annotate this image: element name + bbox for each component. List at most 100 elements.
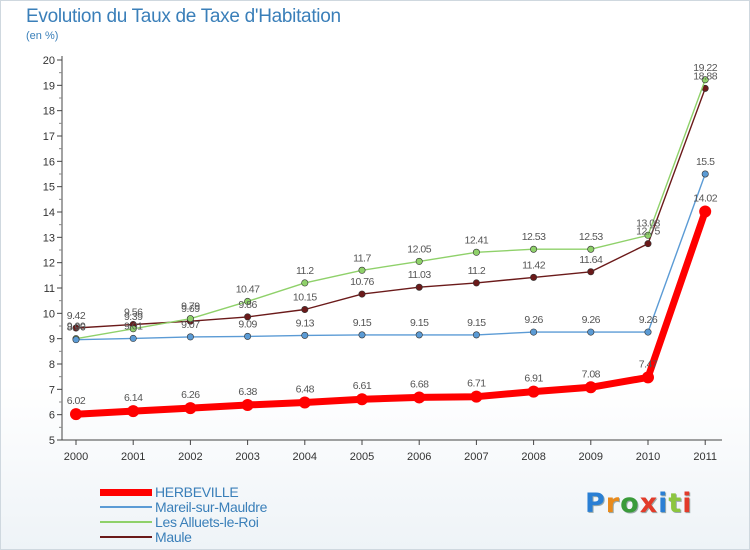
data-label: 9.42 <box>67 310 86 322</box>
x-tick-label: 2008 <box>521 451 545 463</box>
y-tick-label: 16 <box>43 156 55 168</box>
data-point <box>72 336 80 344</box>
data-point <box>587 268 595 276</box>
data-point <box>129 325 137 333</box>
x-tick-label: 2001 <box>121 451 145 463</box>
data-label: 12.75 <box>636 226 660 238</box>
legend-swatch <box>100 488 152 496</box>
data-label: 9.26 <box>639 314 658 326</box>
data-point <box>644 328 652 336</box>
data-point <box>584 381 597 394</box>
data-point <box>642 371 654 384</box>
data-label: 12.53 <box>522 231 546 243</box>
data-point <box>470 390 483 403</box>
data-label: 6.61 <box>353 380 372 392</box>
series-line-2 <box>75 79 706 340</box>
data-label: 7.08 <box>582 368 601 380</box>
data-point <box>301 279 309 287</box>
data-label: 8.96 <box>67 322 86 334</box>
legend-swatch <box>100 506 152 508</box>
chart-subtitle: (en %) <box>26 30 59 42</box>
data-point <box>701 76 709 84</box>
y-tick-label: 13 <box>43 232 55 244</box>
data-point <box>699 205 712 218</box>
y-tick-label: 5 <box>49 435 55 447</box>
data-point <box>184 402 197 415</box>
data-point <box>415 257 423 265</box>
x-tick-label: 2011 <box>693 451 717 463</box>
data-label: 13.08 <box>636 217 660 229</box>
data-label: 6.68 <box>410 378 429 390</box>
data-point <box>72 324 80 332</box>
y-tick-label: 9 <box>49 334 55 346</box>
data-point <box>241 399 254 412</box>
data-label: 9.15 <box>467 317 486 329</box>
data-label: 11.64 <box>579 254 603 266</box>
data-label: 15.5 <box>696 156 715 168</box>
data-point <box>472 248 480 256</box>
data-label: 19.22 <box>693 62 717 74</box>
data-label: 6.26 <box>181 389 200 401</box>
legend-label: Mareil-sur-Mauldre <box>155 499 268 515</box>
data-label: 10.15 <box>293 292 317 304</box>
data-point <box>472 279 480 287</box>
data-point <box>415 331 423 339</box>
data-point <box>358 331 366 339</box>
data-point <box>186 315 194 323</box>
data-point <box>301 331 309 339</box>
y-tick-label: 10 <box>43 308 55 320</box>
data-label: 11.2 <box>296 265 314 277</box>
y-tick-label: 11 <box>44 283 55 295</box>
data-label: 9.13 <box>296 317 315 329</box>
data-point <box>186 333 194 341</box>
data-label: 12.53 <box>579 231 603 243</box>
data-point <box>413 391 426 404</box>
data-label: 9.00 <box>67 321 86 333</box>
data-point <box>129 334 137 342</box>
x-tick-label: 2006 <box>407 451 431 463</box>
legend-label: Les Alluets-le-Roi <box>155 514 259 530</box>
y-tick-label: 8 <box>49 359 55 371</box>
data-point <box>527 385 540 398</box>
data-point <box>530 273 538 281</box>
data-label: 9.01 <box>124 320 143 332</box>
data-label: 7.47 <box>639 358 658 370</box>
data-point <box>587 328 595 336</box>
legend-label: HERBEVILLE <box>155 484 239 500</box>
data-point <box>530 245 538 253</box>
data-point <box>644 240 652 248</box>
proxiti-logo: Proxiti <box>585 488 693 519</box>
data-label: 10.76 <box>350 276 374 288</box>
x-tick-label: 2002 <box>178 451 202 463</box>
series-line-1 <box>75 173 706 341</box>
y-tick-label: 12 <box>43 258 55 270</box>
series-line-3 <box>75 87 706 329</box>
data-label: 11.7 <box>353 252 371 264</box>
y-tick-label: 6 <box>49 410 55 422</box>
data-label: 6.02 <box>67 395 86 407</box>
data-label: 9.69 <box>181 303 200 315</box>
data-label: 11.03 <box>408 269 432 281</box>
data-point <box>127 405 140 418</box>
x-tick-label: 2003 <box>235 451 259 463</box>
data-label: 18.88 <box>693 70 717 82</box>
data-label: 11.2 <box>468 265 486 277</box>
data-point <box>356 393 368 406</box>
x-tick-label: 2004 <box>293 451 317 463</box>
x-tick-label: 2005 <box>350 451 374 463</box>
data-label: 6.71 <box>467 378 486 390</box>
data-point <box>644 231 652 239</box>
data-label: 9.09 <box>238 318 257 330</box>
data-point <box>587 245 595 253</box>
data-label: 9.15 <box>353 317 372 329</box>
data-label: 9.39 <box>124 311 143 323</box>
data-point <box>301 306 309 314</box>
data-label: 6.91 <box>524 373 543 385</box>
data-label: 6.14 <box>124 392 143 404</box>
data-point <box>244 332 252 340</box>
data-point <box>244 313 252 321</box>
legend-label: Maule <box>155 529 192 545</box>
data-label: 9.79 <box>181 301 200 313</box>
x-tick-label: 2000 <box>64 451 88 463</box>
